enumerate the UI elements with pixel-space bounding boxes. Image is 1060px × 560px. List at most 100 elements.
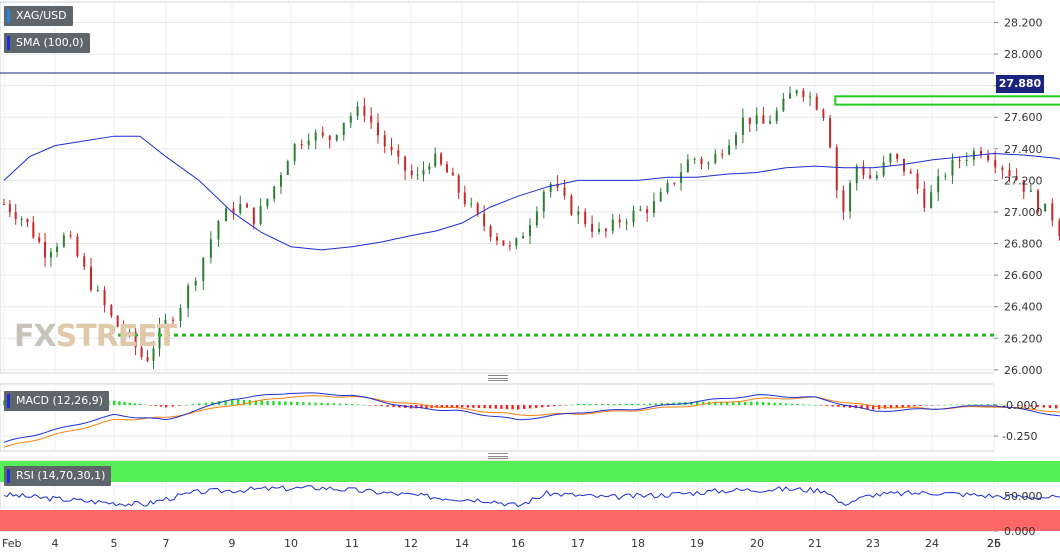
sma-polyline <box>3 135 1060 251</box>
candle-body <box>3 204 5 206</box>
macd-histogram-bar <box>386 405 389 407</box>
macd-histogram-bar <box>290 401 293 406</box>
y-tick-label: 28.000 <box>1004 48 1043 61</box>
candle-body <box>152 348 155 361</box>
macd-histogram-bar <box>738 401 741 406</box>
macd-histogram-bar <box>320 402 323 406</box>
macd-histogram-bar <box>819 405 823 406</box>
x-tick-label: 18 <box>631 537 645 550</box>
candle-body <box>422 169 425 175</box>
candle-body <box>451 172 454 176</box>
macd-histogram-bar <box>1017 405 1021 406</box>
candle-body <box>110 305 113 316</box>
x-tick-label: 26 <box>987 537 1001 550</box>
candle-body <box>370 115 373 123</box>
symbol-label[interactable]: XAG/USD <box>4 6 73 26</box>
macd-histogram-bar <box>1011 405 1014 406</box>
macd-histogram-bar <box>477 405 481 408</box>
candle-body <box>741 117 744 135</box>
macd-histogram-bar <box>889 405 893 409</box>
candle-body <box>489 226 492 237</box>
macd-histogram-bar <box>380 405 383 407</box>
candle-body <box>14 212 17 220</box>
macd-histogram-bar <box>937 404 940 406</box>
macd-histogram-bar <box>931 405 934 406</box>
panel-resize-handle[interactable] <box>488 453 508 459</box>
candle-body <box>8 204 11 213</box>
candle-body <box>604 228 607 232</box>
macd-histogram-bar <box>415 405 418 409</box>
candle-body <box>775 110 778 122</box>
candle-body <box>714 154 717 164</box>
macd-histogram-bar <box>589 403 592 406</box>
macd-histogram-bar <box>625 403 628 406</box>
candle-body <box>89 266 92 290</box>
macd-histogram-bar <box>149 405 152 406</box>
candle-body <box>1058 220 1060 237</box>
macd-histogram-bar <box>211 401 214 406</box>
y-tick-label: 26.600 <box>1004 269 1043 282</box>
macd-histogram-bar <box>308 402 311 406</box>
current-price-badge: 27.880 <box>996 75 1044 93</box>
candle-body <box>158 326 161 349</box>
candle-body <box>140 347 143 358</box>
panel-frames <box>0 1 995 532</box>
candle-body <box>862 166 865 176</box>
macd-histogram-bar <box>118 401 121 406</box>
macd-histogram-bar <box>1055 405 1058 409</box>
candle-body <box>56 246 59 253</box>
candle-body <box>1051 203 1054 221</box>
candle-body <box>598 228 600 232</box>
candle-body <box>686 159 689 173</box>
x-tick-label: 24 <box>925 537 939 550</box>
candle-body <box>849 183 852 212</box>
candle-body <box>502 240 505 246</box>
candle-body <box>1037 190 1040 212</box>
macd-histogram-bar <box>472 405 475 408</box>
candle-body <box>875 175 878 179</box>
macd-histogram-bar <box>607 403 610 406</box>
candle-body <box>164 319 167 327</box>
rsi-label[interactable]: RSI (14,70,30,1) <box>4 466 112 486</box>
macd-histogram-bar <box>968 404 971 406</box>
macd-histogram-bar <box>254 400 257 406</box>
candle-body <box>434 153 437 167</box>
macd-histogram-bar <box>191 404 194 406</box>
macd-histogram-bar <box>702 401 705 406</box>
candle-body <box>570 195 573 215</box>
macd-histogram-bar <box>595 403 598 406</box>
macd-histogram-bar <box>113 400 116 406</box>
sma-label[interactable]: SMA (100,0) <box>4 33 90 53</box>
macd-histogram-bar <box>128 402 131 406</box>
macd-histogram-bar <box>825 405 828 406</box>
macd-histogram-bar <box>571 404 574 406</box>
macd-histogram-bar <box>171 405 174 407</box>
candle-body <box>625 222 628 224</box>
candle-body <box>809 96 812 98</box>
macd-histogram-bar <box>178 405 181 406</box>
macd-histogram-bar <box>631 403 634 406</box>
x-tick-label: 21 <box>808 537 822 550</box>
macd-line <box>3 392 1060 443</box>
macd-histogram-bar <box>1042 405 1045 408</box>
macd-histogram-bar <box>266 400 269 406</box>
candle-body <box>194 280 197 286</box>
candle-body <box>410 170 413 176</box>
macd-histogram-bar <box>808 404 811 406</box>
x-tick-label: 12 <box>404 537 418 550</box>
candle-body <box>937 176 940 193</box>
candle-body <box>342 122 345 136</box>
candle-body <box>49 252 52 258</box>
candle-body <box>728 145 731 155</box>
macd-histogram-bar <box>895 405 898 408</box>
macd-histogram-bar <box>483 405 486 409</box>
macd-label[interactable]: MACD (12,26,9) <box>4 391 110 411</box>
macd-histogram-bar <box>883 405 887 409</box>
panel-resize-handle[interactable] <box>488 375 508 381</box>
macd-histogram-bar <box>523 405 526 410</box>
candle-body <box>69 235 72 237</box>
macd-histogram-bar <box>435 405 438 408</box>
candle-body <box>896 153 899 159</box>
candle-body <box>535 211 538 226</box>
